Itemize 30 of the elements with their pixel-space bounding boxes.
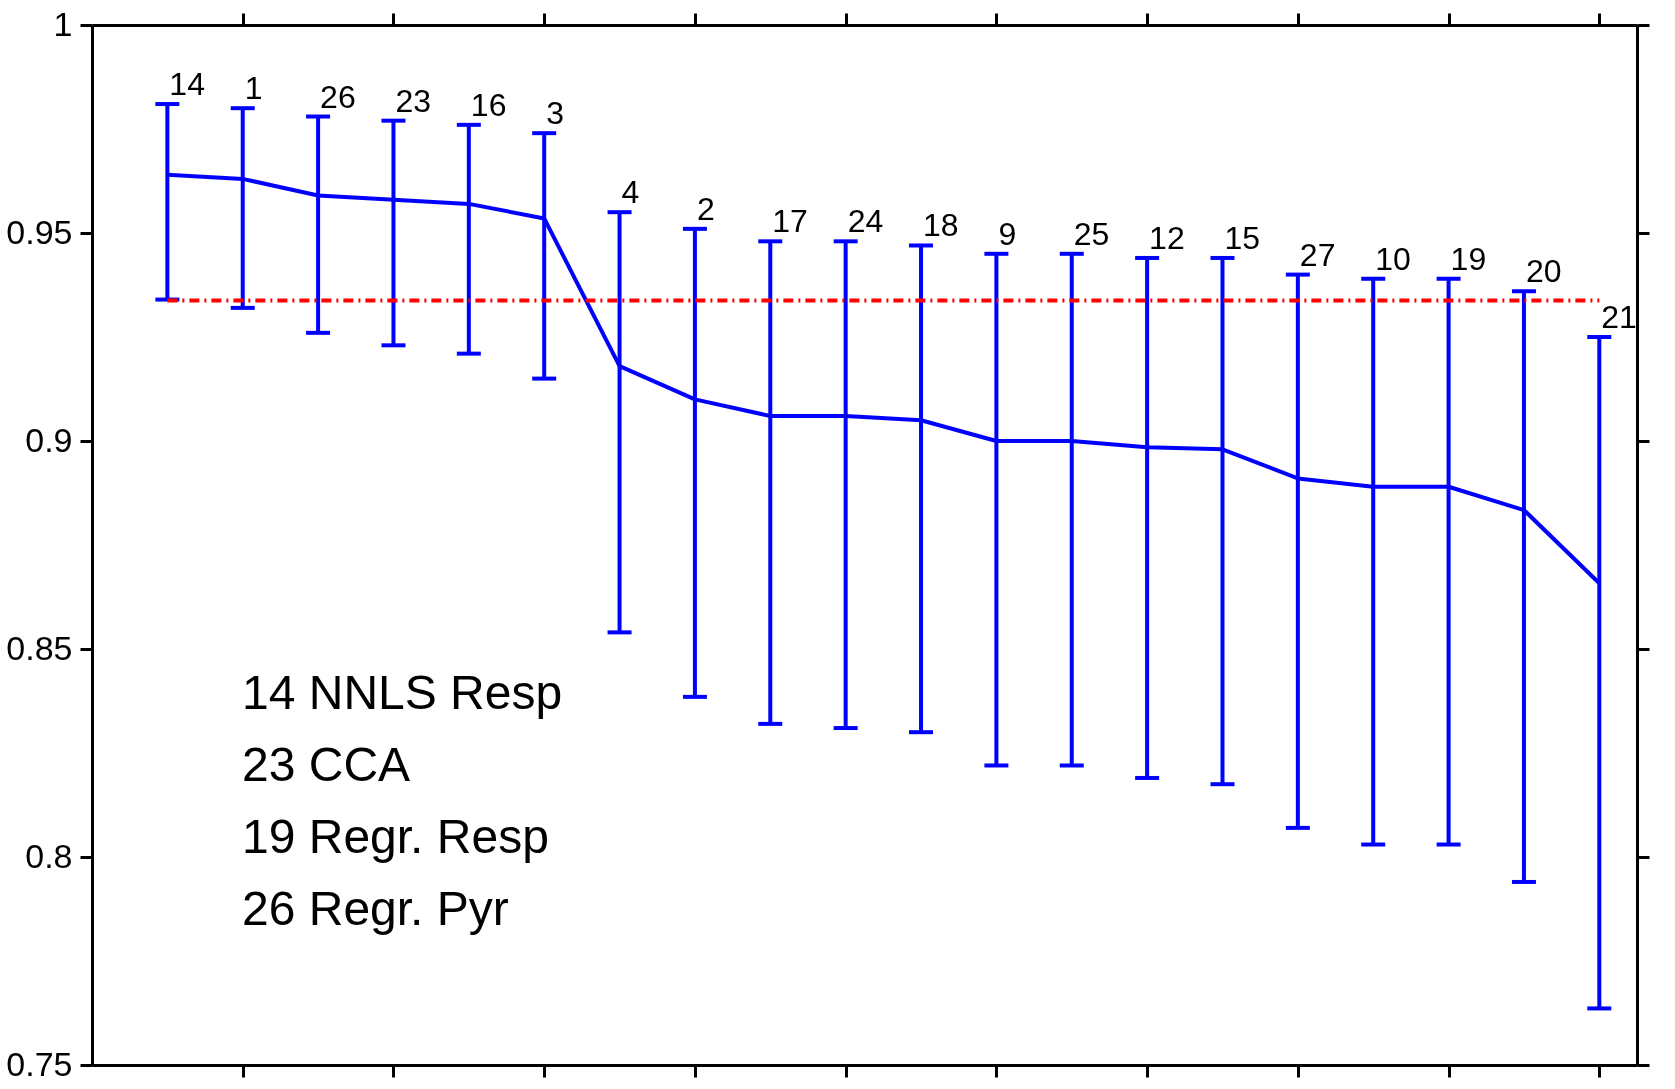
y-tick-label: 0.95 (6, 212, 73, 251)
x-tick-label: 16 (470, 86, 507, 123)
y-tick-label: 0.85 (6, 628, 73, 667)
annotation: 23 CCA (242, 738, 411, 791)
y-tick-label: 0.75 (6, 1044, 73, 1083)
x-tick-label: 24 (847, 203, 884, 240)
y-tick-label: 1 (53, 4, 73, 43)
y-tick-label: 0.8 (25, 836, 73, 875)
y-tick-label: 0.9 (25, 420, 73, 459)
x-tick-label: 23 (395, 82, 432, 119)
x-tick-label: 25 (1073, 215, 1110, 252)
x-tick-label: 20 (1525, 253, 1562, 290)
x-tick-label: 26 (320, 78, 356, 115)
x-tick-label: 4 (621, 174, 640, 211)
x-tick-label: 2 (696, 190, 715, 227)
x-tick-label: 1 (244, 70, 263, 107)
x-tick-label: 3 (546, 95, 564, 132)
x-tick-label: 15 (1224, 219, 1261, 256)
x-tick-label: 17 (772, 203, 808, 240)
annotation: 19 Regr. Resp (242, 810, 549, 863)
annotation: 26 Regr. Pyr (242, 882, 509, 935)
annotation: 14 NNLS Resp (242, 666, 563, 719)
x-tick-label: 12 (1149, 219, 1185, 256)
x-tick-label: 10 (1375, 240, 1411, 277)
x-tick-label: 27 (1299, 236, 1336, 273)
x-tick-label: 21 (1601, 299, 1637, 335)
x-tick-label: 18 (923, 207, 959, 244)
x-tick-label: 9 (998, 215, 1017, 252)
x-tick-label: 14 (169, 66, 205, 103)
x-tick-label: 19 (1450, 240, 1487, 277)
